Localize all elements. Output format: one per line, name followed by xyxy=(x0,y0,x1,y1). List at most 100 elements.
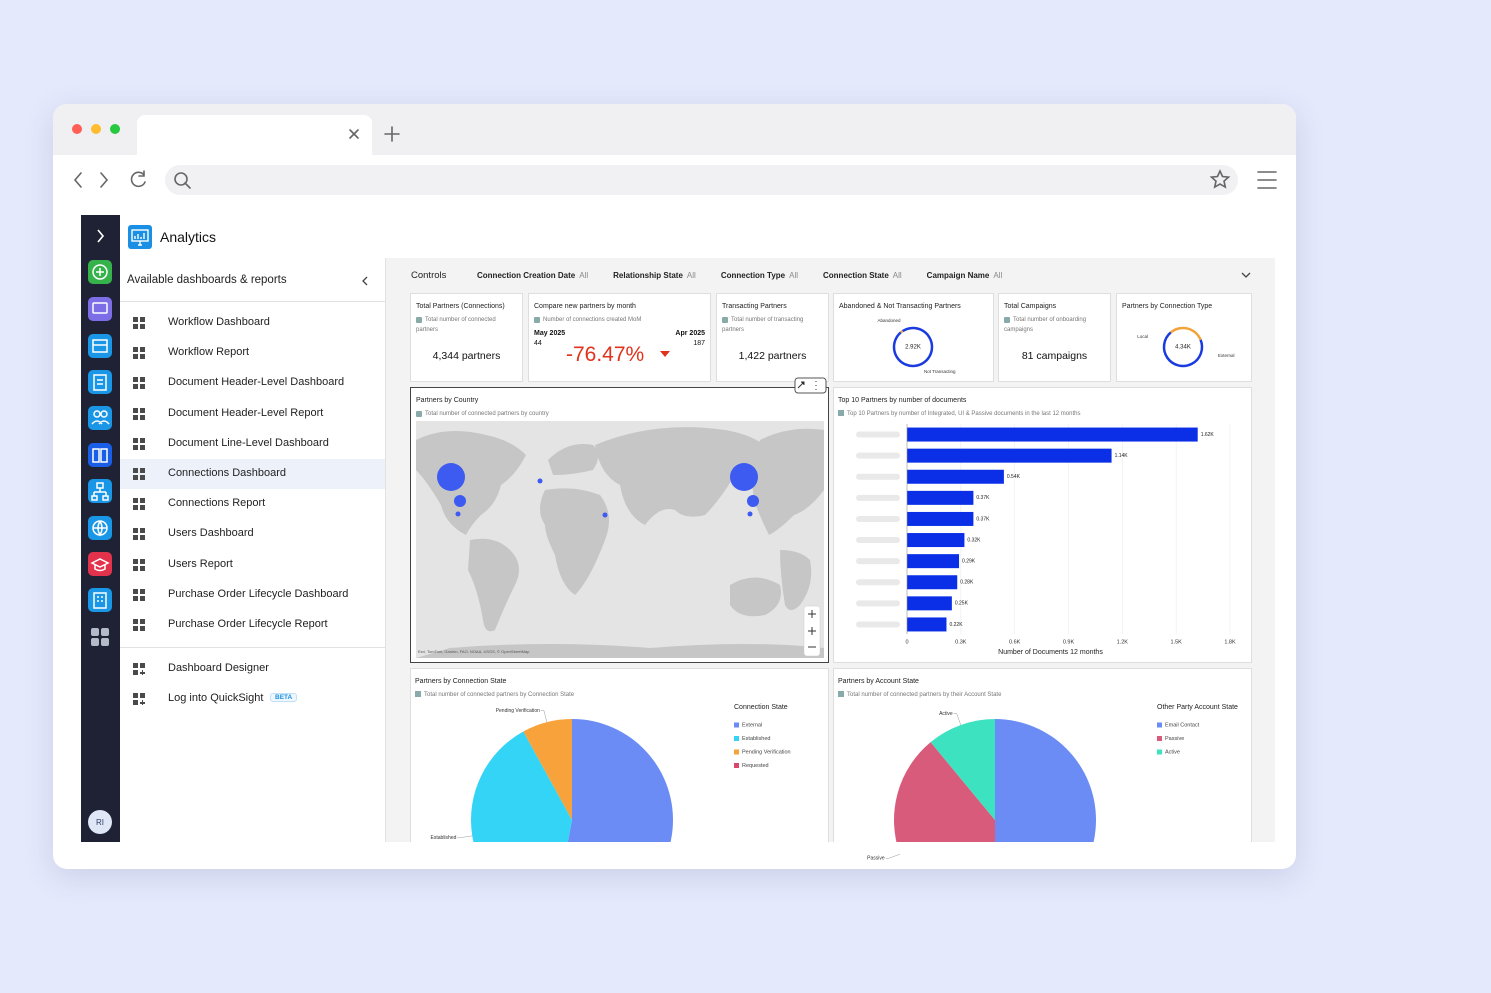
icon-square xyxy=(140,626,145,631)
icon-square xyxy=(133,670,138,675)
nav-label: Purchase Order Lifecycle Report xyxy=(168,618,328,630)
slice-label: Established xyxy=(431,835,457,841)
legend-label: Passive xyxy=(1165,736,1184,742)
pie-slice xyxy=(995,719,1096,842)
user-avatar[interactable] xyxy=(88,810,112,834)
nav-item[interactable]: Workflow Report xyxy=(120,338,385,368)
icon-square xyxy=(140,588,145,594)
nav-label: Users Dashboard xyxy=(168,527,254,540)
legend-label: Established xyxy=(742,736,770,742)
filter[interactable]: Connection Type All xyxy=(721,271,798,280)
icon-square xyxy=(140,498,145,504)
menu-button[interactable] xyxy=(1257,171,1277,189)
category-label-blurred xyxy=(856,431,900,438)
bar xyxy=(907,448,1112,463)
app-logo xyxy=(128,225,152,249)
legend-title: Connection State xyxy=(734,704,788,711)
x-tick-label: 1.2K xyxy=(1117,639,1129,645)
slice-label: Active xyxy=(939,711,953,717)
nav-label: Document Header-Level Report xyxy=(168,406,324,419)
info-icon xyxy=(415,691,421,697)
current-value: 44 xyxy=(534,340,542,347)
pie xyxy=(894,719,1096,842)
forward-button[interactable] xyxy=(100,172,109,188)
back-button[interactable] xyxy=(73,172,82,188)
legend-label: Pending Verification xyxy=(742,749,791,755)
nav-item[interactable]: Purchase Order Lifecycle Report xyxy=(120,610,385,640)
reload-button[interactable] xyxy=(130,170,146,188)
nav-item[interactable]: Purchase Order Lifecycle Dashboard xyxy=(120,580,385,610)
donut-label: Not Transacting xyxy=(924,369,956,374)
rail-icons: RI xyxy=(88,229,112,834)
item-icon xyxy=(133,663,145,675)
icon-square xyxy=(133,558,138,564)
address-bar[interactable] xyxy=(165,165,1238,195)
value-label: 0.29K xyxy=(962,558,976,564)
x-tick-label: 1.5K xyxy=(1171,639,1183,645)
nav-item[interactable]: Users Dashboard xyxy=(120,519,385,549)
icon-square xyxy=(140,384,145,390)
donut-total: 2.92K xyxy=(905,345,921,351)
nav-item[interactable]: Workflow Dashboard xyxy=(120,308,385,338)
down-arrow xyxy=(660,351,670,357)
filter[interactable]: Connection State All xyxy=(823,271,902,280)
filter-name: Campaign Name xyxy=(926,271,990,280)
expand-rail[interactable] xyxy=(97,229,105,243)
divider xyxy=(120,647,385,648)
minimize-dot[interactable] xyxy=(91,124,101,134)
nav-item[interactable]: Document Header-Level Dashboard xyxy=(120,368,385,398)
tool-item[interactable]: Dashboard Designer xyxy=(120,654,385,684)
item-icon xyxy=(133,407,145,420)
icon-square xyxy=(140,663,145,668)
icon-square xyxy=(133,414,138,420)
tool-item[interactable]: Log into QuickSight BETA xyxy=(120,684,385,714)
apps-icon[interactable] xyxy=(91,628,109,646)
kpi-card: Total Partners (Connections) Total numbe… xyxy=(410,293,523,382)
leader-line xyxy=(460,835,473,838)
donut-label: Local xyxy=(1137,334,1148,339)
legend-label: Active xyxy=(1165,749,1180,755)
icon-square xyxy=(133,317,138,322)
filter[interactable]: Relationship State All xyxy=(613,271,696,280)
rail-icon[interactable] xyxy=(88,552,112,576)
bar xyxy=(907,554,960,569)
nav-item[interactable]: Document Line-Level Dashboard xyxy=(120,429,385,459)
category-label-blurred xyxy=(856,600,900,607)
controls-toggle[interactable] xyxy=(1240,271,1252,279)
search-icon xyxy=(174,172,188,186)
nav-item[interactable]: Connections Report xyxy=(120,489,385,519)
nav-item[interactable]: Users Report xyxy=(120,550,385,580)
icon-square xyxy=(133,693,138,699)
icon-square xyxy=(133,663,138,668)
filter[interactable]: Campaign Name All xyxy=(927,271,1003,280)
item-icon xyxy=(133,588,145,601)
tab-close[interactable] xyxy=(349,129,359,139)
legend-label: External xyxy=(742,722,762,728)
category-label-blurred xyxy=(856,494,900,501)
value-label: 0.25K xyxy=(955,601,969,607)
world-map[interactable] xyxy=(416,377,827,658)
filter-name: Connection Creation Date xyxy=(477,271,576,280)
nav-item[interactable]: Document Header-Level Report xyxy=(120,399,385,429)
bookmark-star[interactable] xyxy=(1209,169,1231,189)
item-icon xyxy=(133,498,145,511)
filter-bar: Connection Creation Date All Relationship … xyxy=(477,271,1002,280)
icon-square xyxy=(133,475,138,480)
icon-square xyxy=(140,354,145,360)
info-icon xyxy=(722,317,728,323)
filter[interactable]: Connection Creation Date All xyxy=(477,271,588,280)
bar xyxy=(907,617,947,632)
new-tab[interactable] xyxy=(384,126,400,142)
close-dot[interactable] xyxy=(72,124,82,134)
card-title: Top 10 Partners by number of documents xyxy=(838,397,967,404)
browser-tab[interactable] xyxy=(137,115,372,155)
collapse-panel[interactable] xyxy=(360,275,370,287)
nav-item[interactable]: Connections Dashboard xyxy=(120,459,385,489)
bar xyxy=(907,575,958,590)
filter-value: All xyxy=(579,271,589,280)
kpi-card: Transacting Partners Total number of tra… xyxy=(716,293,829,382)
filter-name: Relationship State xyxy=(613,271,683,280)
maximize-dot[interactable] xyxy=(110,124,120,134)
